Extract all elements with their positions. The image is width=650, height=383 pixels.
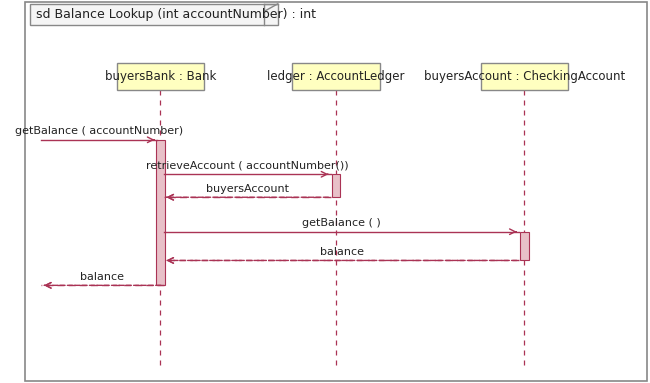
Bar xyxy=(480,63,568,90)
Bar xyxy=(521,232,528,260)
Text: ledger : AccountLedger: ledger : AccountLedger xyxy=(267,70,405,83)
Bar xyxy=(116,63,204,90)
Text: buyersAccount: buyersAccount xyxy=(206,184,289,194)
Text: balance: balance xyxy=(81,272,124,282)
Bar xyxy=(157,140,164,285)
Text: buyersBank : Bank: buyersBank : Bank xyxy=(105,70,216,83)
Text: getBalance ( ): getBalance ( ) xyxy=(302,218,381,228)
Bar xyxy=(332,174,340,197)
Text: getBalance ( accountNumber): getBalance ( accountNumber) xyxy=(15,126,183,136)
Text: sd Balance Lookup (int accountNumber) : int: sd Balance Lookup (int accountNumber) : … xyxy=(36,8,316,21)
Bar xyxy=(292,63,380,90)
Bar xyxy=(30,4,278,25)
Text: buyersAccount : CheckingAccount: buyersAccount : CheckingAccount xyxy=(424,70,625,83)
Text: retrieveAccount ( accountNumber()): retrieveAccount ( accountNumber()) xyxy=(146,161,348,171)
Text: balance: balance xyxy=(320,247,363,257)
